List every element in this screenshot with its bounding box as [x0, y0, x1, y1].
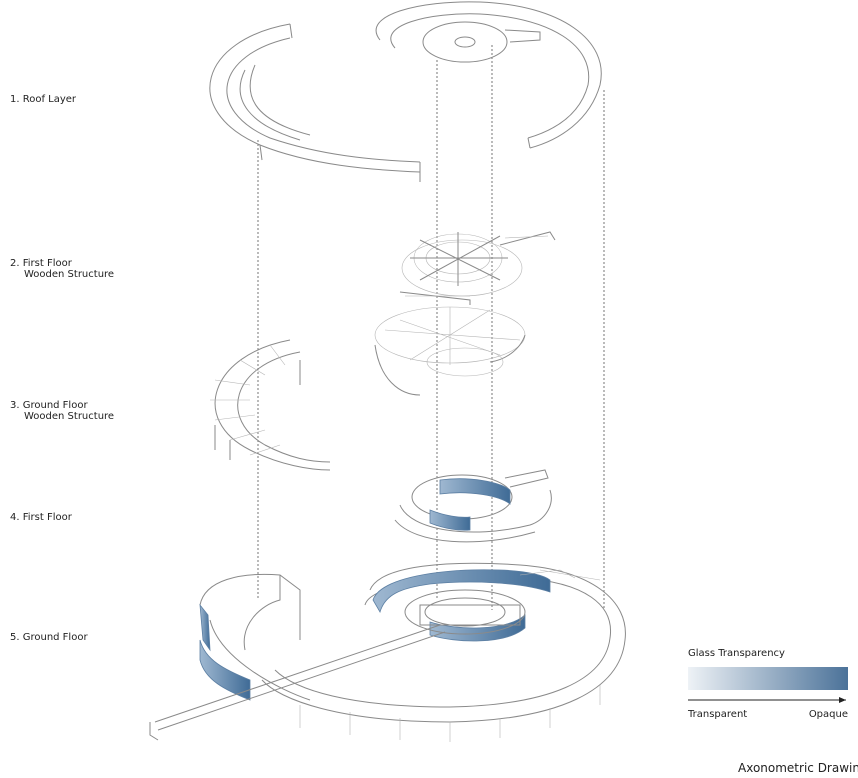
drawing-stroke: [149, 624, 446, 741]
drawing-stroke: [410, 232, 508, 286]
layer-label: Wooden Structure: [24, 269, 114, 280]
drawing-stroke: [519, 569, 601, 581]
drawing-stroke: [199, 603, 211, 652]
drawing-stroke: [239, 69, 301, 141]
drawing-stroke: [424, 597, 506, 627]
legend: Glass Transparency Transparent Opaque: [687, 648, 848, 720]
drawing-stroke: [429, 509, 471, 531]
drawing-stroke: [249, 64, 311, 136]
drawing-stroke: [404, 589, 526, 635]
drawing-stroke: [504, 29, 541, 43]
drawing-stroke: [299, 685, 601, 742]
drawing-stroke: [401, 239, 523, 297]
layer-label: Wooden Structure: [24, 411, 114, 422]
drawing-stroke: [209, 619, 311, 701]
drawing-stroke: [384, 307, 521, 365]
layer-label: 2. First Floor: [10, 258, 73, 269]
drawing-stroke: [243, 575, 281, 651]
layer-label: 5. Ground Floor: [10, 632, 88, 643]
drawing-stroke: [527, 137, 531, 149]
drawing-stroke: [199, 639, 251, 701]
layer-label: 4. First Floor: [10, 512, 73, 523]
drawing-stroke: [259, 144, 421, 182]
drawing-stroke: [429, 614, 526, 642]
drawing-stroke: [422, 21, 508, 63]
layer-label: 1. Roof Layer: [10, 94, 77, 105]
legend-gradient: [688, 667, 848, 690]
drawing-stroke: [426, 347, 504, 377]
guides: [257, 45, 605, 610]
drawing-stroke: [394, 519, 536, 543]
legend-right-label: Opaque: [809, 709, 848, 720]
drawing-stroke: [375, 1, 602, 149]
drawing-stroke: [399, 489, 552, 533]
drawing-stroke: [289, 23, 293, 39]
drawing-stroke: [261, 562, 626, 723]
drawing-stroke: [274, 577, 612, 708]
first-floor: [394, 469, 552, 543]
drawing-stroke: [209, 23, 421, 173]
caption: Axonometric Drawing: [738, 761, 858, 775]
ground-floor-wooden-structure: [210, 306, 526, 471]
first-floor-wooden-structure: [399, 231, 556, 305]
drawing-stroke: [214, 360, 301, 460]
drawing-stroke: [374, 334, 526, 396]
drawing-stroke: [214, 339, 331, 471]
drawing-stroke: [419, 604, 521, 626]
legend-title: Glass Transparency: [688, 648, 785, 659]
layer-label: 3. Ground Floor: [10, 400, 88, 411]
roof-layer: [209, 1, 602, 182]
drawing-stroke: [504, 469, 549, 488]
drawing-stroke: [210, 344, 286, 456]
drawing-stroke: [237, 351, 331, 463]
drawing-stroke: [390, 13, 590, 139]
layer-labels: 1. Roof Layer 2. First Floor Wooden Stru…: [10, 94, 114, 643]
drawing-stroke: [405, 235, 549, 297]
drawing-stroke: [439, 478, 511, 505]
drawing-stroke: [372, 569, 551, 614]
drawing-stroke: [199, 573, 301, 640]
legend-left-label: Transparent: [687, 709, 747, 720]
drawing-stroke: [399, 231, 556, 305]
drawing-stroke: [454, 36, 476, 48]
ground-floor: [149, 562, 626, 742]
drawing-stroke: [226, 37, 421, 163]
